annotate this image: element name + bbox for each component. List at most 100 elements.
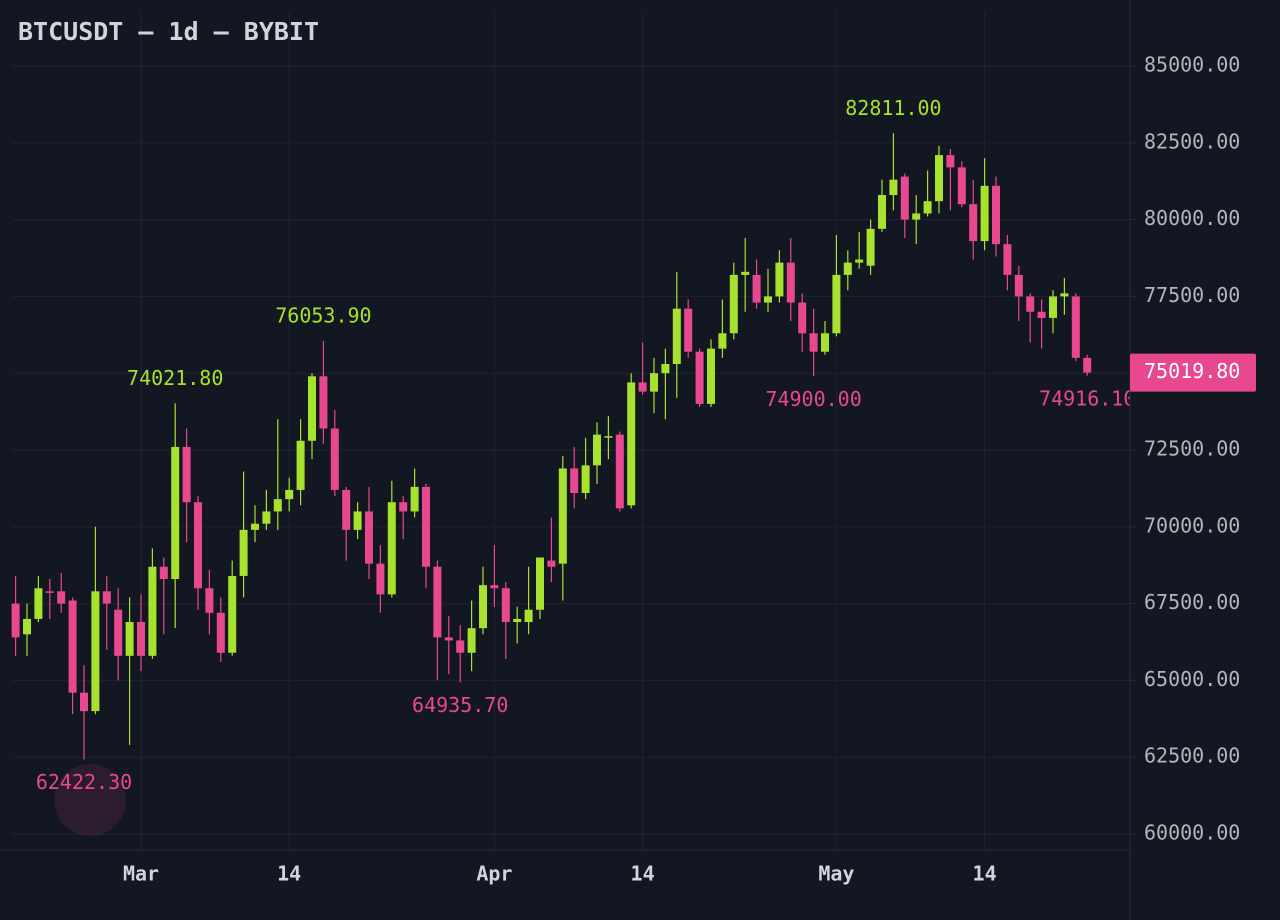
candle-body — [194, 502, 202, 589]
candle-body — [330, 428, 339, 490]
candle-body — [729, 274, 738, 334]
candle-body — [1014, 274, 1023, 297]
candle-body — [91, 591, 100, 712]
candle-body — [490, 585, 499, 589]
high-annotation: 74021.80 — [127, 366, 223, 390]
candle-body — [1060, 293, 1069, 297]
low-annotation: 74900.00 — [765, 387, 861, 411]
candle-body — [422, 486, 430, 567]
axes: 60000.00 62500.00 65000.00 67500.00 70000.00… — [123, 53, 1256, 886]
candle-body — [479, 585, 487, 629]
candle-body — [285, 489, 294, 500]
y-tick-label: 62500.00 — [1144, 744, 1240, 768]
plot-area: 62422.30 74021.80 76053.90 64935.70 74900.00… — [11, 96, 1135, 794]
y-tick-label: 85000.00 — [1144, 53, 1240, 77]
candle-body — [581, 465, 590, 494]
candle-body — [171, 446, 180, 580]
candle-body — [57, 591, 66, 604]
y-tick-label: 65000.00 — [1144, 667, 1240, 691]
chart-title: BTCUSDT — 1d — BYBIT — [18, 17, 319, 46]
candle-body — [45, 591, 54, 593]
candle-body — [627, 382, 636, 506]
candle-body — [969, 204, 978, 242]
candle-body — [114, 609, 123, 656]
x-tick-label: 14 — [973, 862, 997, 886]
candle-body — [68, 600, 77, 693]
candle-body — [182, 446, 191, 503]
candle-body — [273, 499, 282, 512]
candle-body — [342, 489, 351, 530]
candle-body — [365, 511, 373, 564]
candle-body — [456, 640, 465, 653]
candle-body — [501, 588, 510, 623]
last-price-label: 75019.80 — [1144, 359, 1240, 383]
candle-body — [513, 618, 522, 623]
candle-body — [809, 333, 818, 352]
candle-body — [604, 436, 613, 438]
candle-body — [775, 262, 784, 297]
candle-body — [319, 376, 328, 429]
candle-body — [661, 363, 670, 374]
candle-body — [1083, 357, 1092, 373]
x-tick-label: Mar — [123, 862, 159, 886]
candle-body — [878, 195, 886, 229]
candle-body — [923, 201, 932, 214]
candle-body — [650, 373, 658, 392]
candle-body — [137, 622, 145, 656]
x-tick-label: 14 — [631, 862, 655, 886]
candle-body — [376, 563, 385, 595]
candle-body — [34, 588, 43, 619]
candle-body — [798, 302, 807, 334]
candle-body — [957, 167, 966, 205]
candle-body — [251, 523, 259, 530]
candle-body — [102, 591, 111, 604]
candle-body — [228, 575, 237, 653]
candle-body — [672, 308, 681, 364]
low-annotation: 74916.10 — [1039, 386, 1135, 410]
candle-body — [148, 566, 157, 656]
candle-body — [433, 566, 442, 638]
candle-body — [399, 502, 408, 512]
candle-body — [786, 262, 795, 303]
candle-body — [912, 213, 921, 220]
candle-body — [900, 176, 909, 220]
candle-body — [684, 308, 693, 352]
candle-body — [262, 511, 271, 524]
candle-body — [615, 434, 624, 509]
candle-body — [718, 333, 727, 349]
candle-body — [1049, 296, 1057, 318]
candle-body — [1071, 296, 1080, 358]
candle-body — [205, 588, 214, 613]
candle-body — [353, 511, 362, 530]
candle-body — [387, 502, 396, 595]
y-tick-label: 80000.00 — [1144, 206, 1240, 230]
candle-body — [832, 274, 841, 334]
y-tick-label: 67500.00 — [1144, 590, 1240, 614]
candle-body — [992, 185, 1000, 245]
candle-body — [308, 376, 316, 441]
candle-body — [524, 609, 533, 623]
candle-body — [593, 434, 601, 466]
candle-body — [159, 566, 168, 580]
candle-body — [125, 622, 134, 656]
candle-body — [296, 440, 305, 490]
x-tick-label: 14 — [277, 862, 301, 886]
y-tick-label: 77500.00 — [1144, 283, 1240, 307]
y-tick-label: 72500.00 — [1144, 437, 1240, 461]
candle-body — [980, 185, 989, 242]
candle-body — [239, 529, 248, 576]
candle-body — [707, 348, 715, 404]
last-price-tag — [1130, 353, 1256, 392]
candle-body — [752, 274, 761, 303]
candle-body — [23, 618, 31, 635]
candle-body — [855, 259, 864, 263]
candle-body — [1003, 244, 1012, 275]
candle-body — [946, 155, 955, 168]
candle-body — [558, 468, 567, 564]
candle-body — [889, 179, 898, 196]
candle-body — [80, 692, 88, 712]
candle-body — [821, 333, 829, 352]
candle-body — [741, 271, 750, 275]
